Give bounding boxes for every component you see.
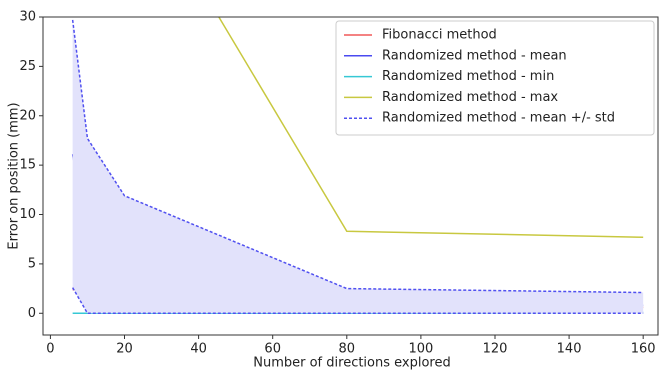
x-tick-label: 140	[557, 342, 582, 357]
x-tick-label: 160	[631, 342, 656, 357]
legend-label: Randomized method - mean +/- std	[382, 111, 615, 126]
x-tick-label: 100	[408, 342, 433, 357]
y-tick-label: 25	[19, 59, 36, 74]
x-axis-label: Number of directions explored	[253, 356, 450, 371]
x-tick-label: 20	[116, 342, 133, 357]
plot-frame	[42, 16, 659, 336]
y-tick-label: 10	[19, 207, 36, 222]
legend-label: Randomized method - min	[382, 69, 554, 84]
legend-label: Randomized method - max	[382, 90, 558, 105]
y-tick-label: 5	[28, 256, 36, 271]
y-tick-label: 20	[19, 108, 36, 123]
x-tick-label: 120	[483, 342, 508, 357]
series-line	[217, 17, 644, 238]
y-tick-label: 30	[19, 10, 36, 25]
y-axis-label: Error on position (mm)	[7, 102, 22, 249]
x-tick-label: 80	[339, 342, 356, 357]
x-tick-label: 0	[46, 342, 54, 357]
std-lower-line	[71, 287, 644, 315]
x-tick-label: 40	[190, 342, 207, 357]
legend-label: Randomized method - mean	[382, 48, 567, 63]
plot-area	[71, 17, 644, 315]
std-band	[72, 19, 644, 314]
y-tick-label: 0	[28, 306, 36, 321]
legend-box	[335, 20, 655, 136]
x-tick-label: 60	[264, 342, 281, 357]
legend-label: Fibonacci method	[382, 28, 497, 43]
y-tick-label: 15	[19, 158, 36, 173]
series-line	[71, 19, 644, 294]
